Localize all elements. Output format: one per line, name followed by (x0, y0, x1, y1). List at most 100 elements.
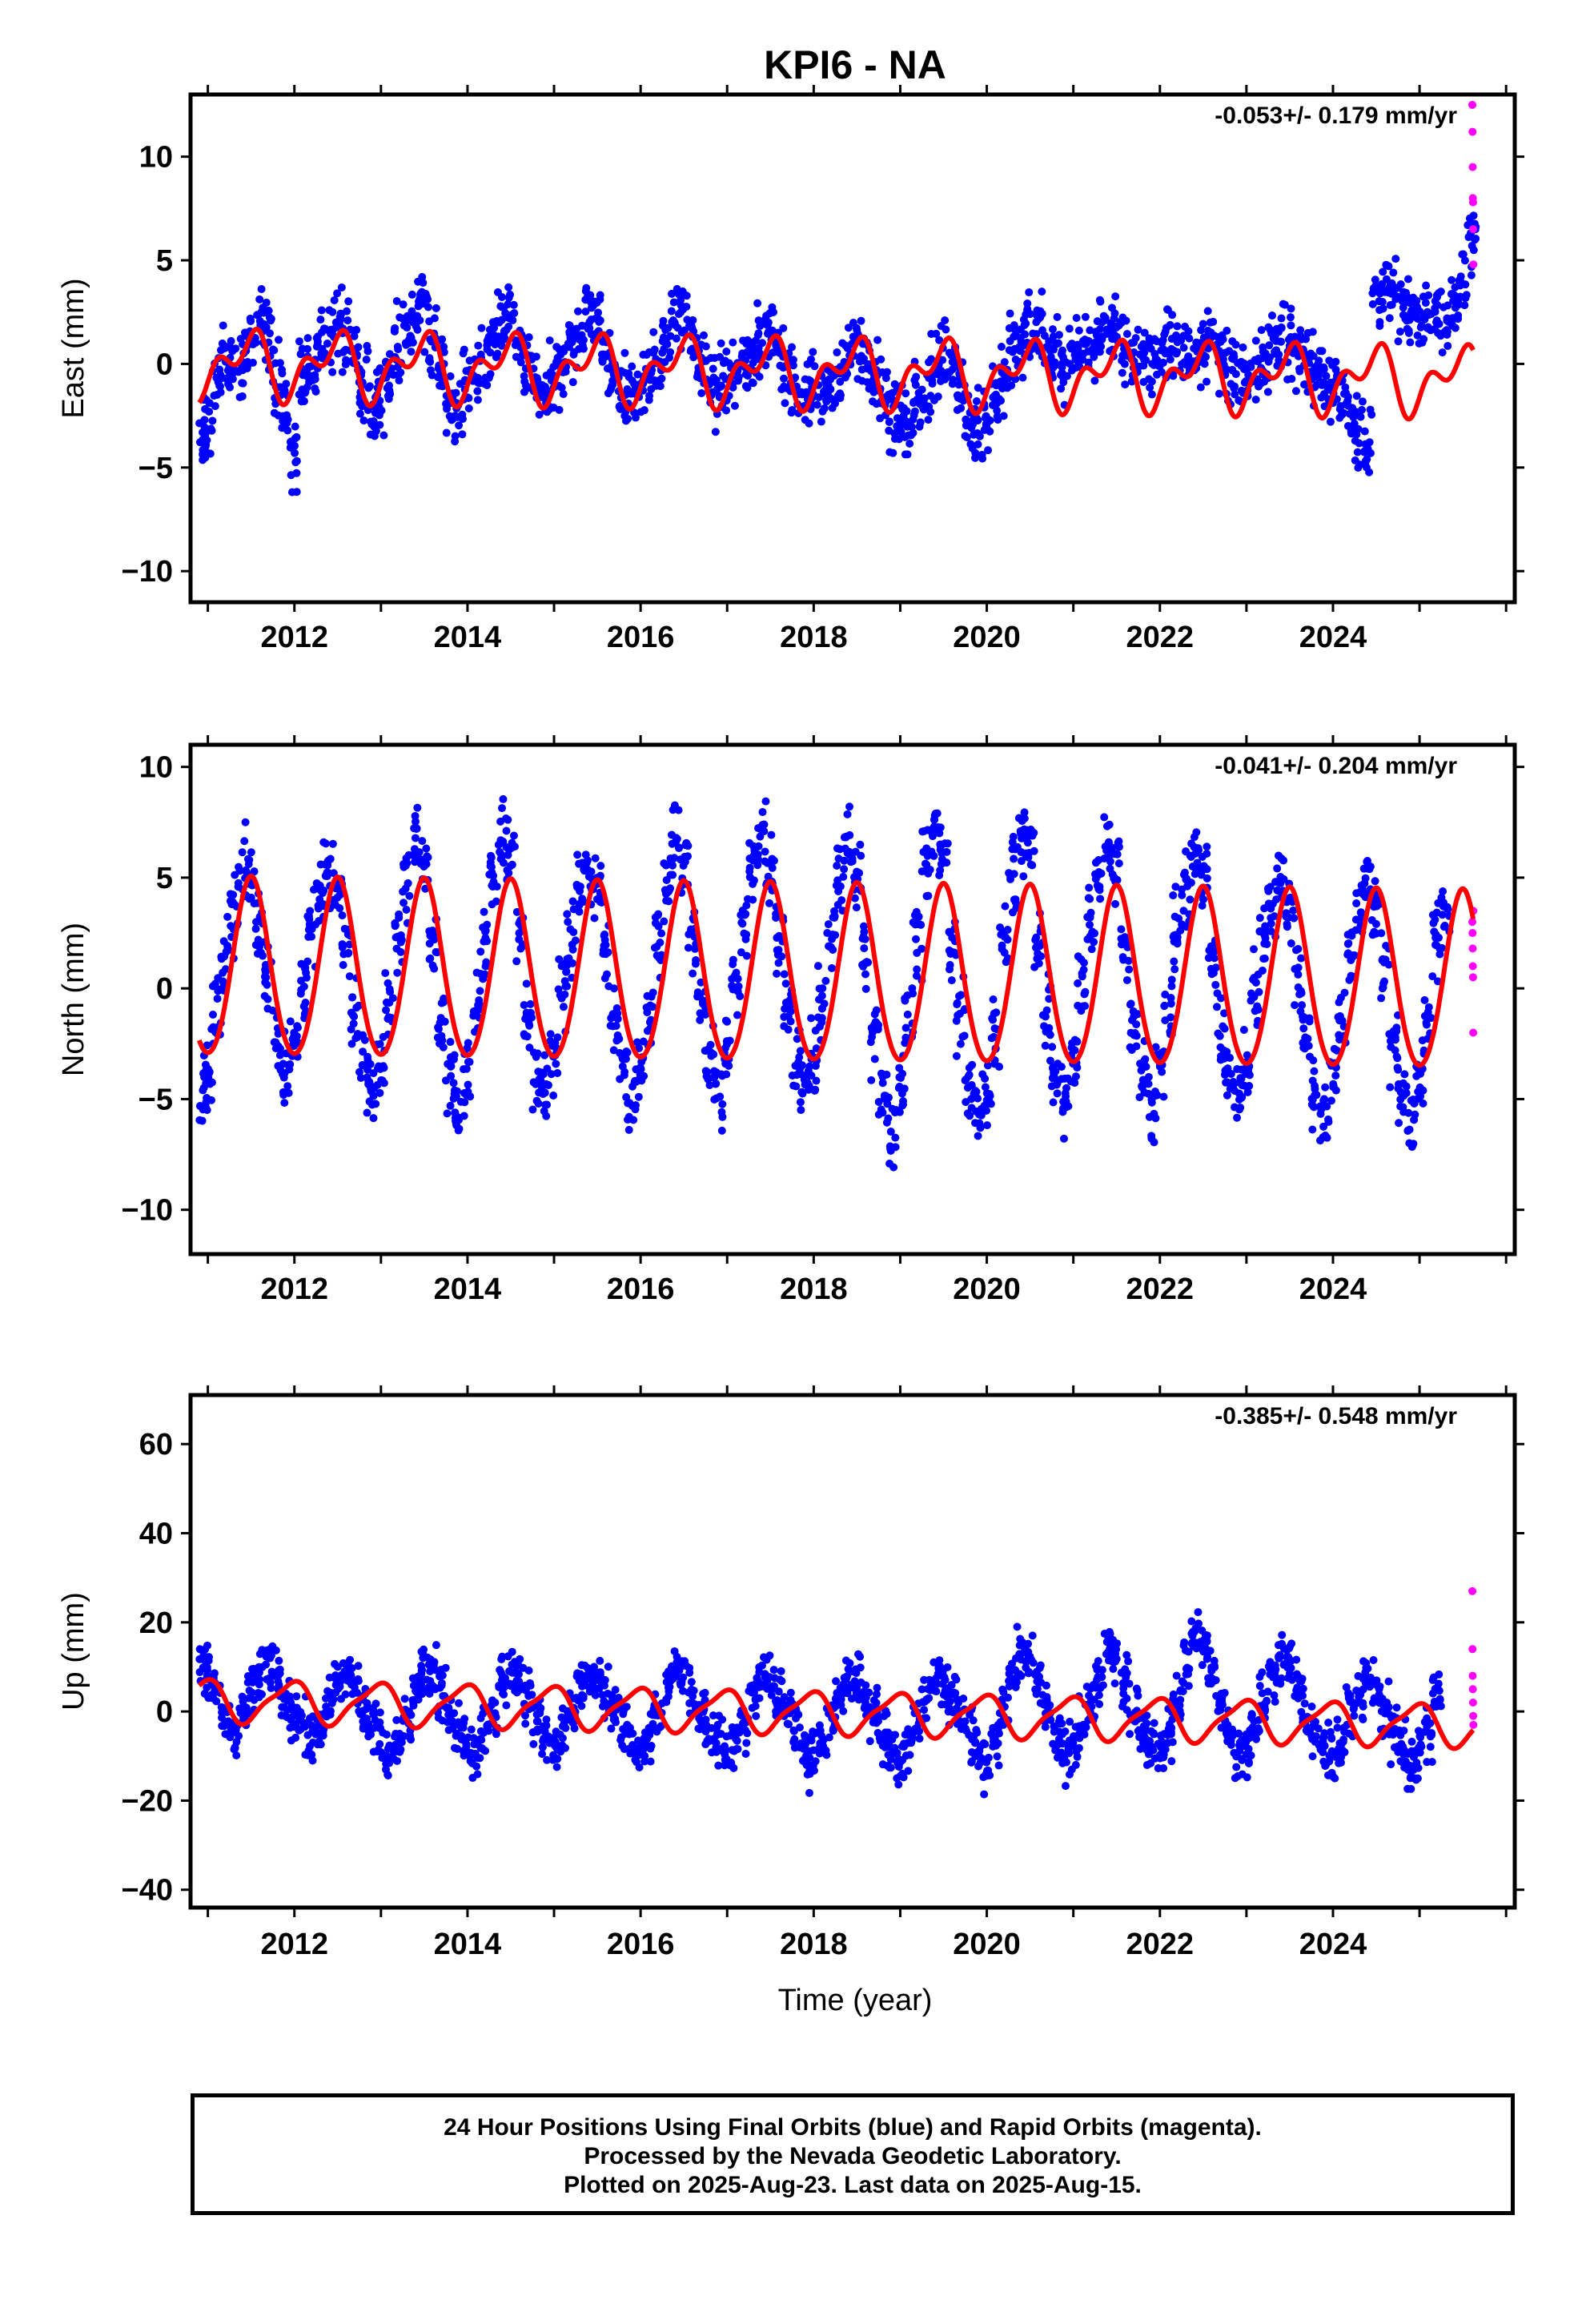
final-orbit-point (608, 380, 617, 389)
final-orbit-point (858, 960, 867, 969)
final-orbit-point (779, 324, 788, 332)
final-orbit-point (1404, 1108, 1413, 1117)
final-orbit-point (1032, 330, 1041, 339)
final-orbit-point (303, 1731, 312, 1739)
panels: 2012 2014 2016 2018 2020 2022 20241050−5−10Eas… (57, 0, 1524, 1961)
x-tick-label: 2016 (607, 621, 675, 654)
final-orbit-point (369, 1114, 378, 1123)
final-orbit-point (1452, 0, 1460, 4)
final-orbit-point (1309, 1056, 1318, 1065)
final-orbit-point (1387, 289, 1396, 298)
final-orbit-point (393, 1747, 402, 1755)
final-orbit-point (645, 392, 654, 400)
final-orbit-point (1351, 408, 1360, 416)
y-tick-label: −5 (139, 452, 173, 485)
final-orbit-point (891, 1133, 900, 1142)
final-orbit-point (885, 448, 894, 456)
final-orbit-point (1134, 325, 1142, 334)
final-orbit-point (563, 1707, 572, 1715)
final-orbit-point (952, 1016, 961, 1025)
final-orbit-point (1351, 915, 1360, 924)
final-orbit-point (1230, 384, 1239, 392)
final-orbit-point (279, 412, 287, 420)
final-orbit-point (1187, 839, 1196, 848)
final-orbit-point (1223, 1047, 1231, 1056)
final-orbit-point (817, 991, 826, 1000)
final-orbit-point (494, 840, 503, 849)
final-orbit-point (393, 968, 402, 977)
final-orbit-point (383, 1771, 392, 1780)
final-orbit-point (1078, 969, 1086, 978)
final-orbit-point (1057, 384, 1066, 393)
final-orbit-point (464, 394, 473, 403)
final-orbit-point (354, 1677, 363, 1686)
final-orbit-point (1166, 999, 1175, 1008)
final-orbit-point (1179, 344, 1188, 352)
final-orbit-point (241, 818, 250, 826)
final-orbit-point (1000, 358, 1009, 367)
final-orbit-point (882, 368, 891, 376)
final-orbit-point (781, 979, 790, 988)
final-orbit-point (718, 1100, 727, 1108)
final-orbit-point (226, 383, 235, 392)
final-orbit-point (1459, 0, 1467, 4)
final-orbit-point (901, 389, 910, 398)
final-orbit-point (1311, 1081, 1319, 1090)
final-orbit-point (532, 374, 541, 383)
y-tick-label: 0 (156, 348, 173, 381)
final-orbit-point (981, 413, 990, 422)
final-orbit-point (761, 797, 770, 806)
final-orbit-point (765, 858, 773, 867)
final-orbit-point (1398, 297, 1407, 306)
final-orbit-point (385, 999, 394, 1007)
final-orbit-point (817, 1004, 826, 1013)
final-orbit-point (204, 1656, 213, 1665)
x-tick-label: 2014 (434, 1928, 502, 1961)
final-orbit-point (1428, 972, 1437, 981)
final-orbit-point (1347, 954, 1356, 963)
final-orbit-point (895, 1082, 904, 1091)
final-orbit-point (1117, 925, 1126, 934)
final-orbit-point (342, 356, 351, 364)
final-orbit-point (360, 1035, 369, 1044)
final-orbit-point (486, 370, 495, 379)
final-orbit-point (316, 886, 325, 895)
final-orbit-point (815, 984, 824, 993)
final-orbit-point (275, 336, 283, 344)
final-orbit-point (568, 940, 576, 949)
final-orbit-point (572, 1693, 580, 1702)
final-orbit-point (270, 1038, 279, 1047)
final-orbit-point (830, 912, 839, 921)
final-orbit-point (406, 332, 415, 340)
final-orbit-point (201, 442, 210, 451)
final-orbit-point (1300, 1037, 1309, 1046)
final-orbit-point (506, 290, 515, 299)
plot-area (195, 0, 1478, 1172)
final-orbit-point (1411, 312, 1420, 320)
final-orbit-point (701, 1067, 710, 1076)
final-orbit-point (1275, 350, 1283, 359)
final-orbit-point (1147, 390, 1156, 399)
final-orbit-point (1454, 311, 1463, 320)
final-orbit-point (1176, 926, 1185, 935)
final-orbit-point (246, 314, 255, 323)
final-orbit-point (696, 1009, 705, 1018)
final-orbit-point (832, 881, 841, 890)
final-orbit-point (927, 355, 936, 364)
final-orbit-point (475, 1000, 484, 1009)
final-orbit-point (613, 1015, 622, 1023)
final-orbit-point (514, 1669, 523, 1678)
rapid-orbit-point (1468, 198, 1477, 207)
final-orbit-point (1117, 319, 1126, 328)
final-orbit-point (729, 338, 737, 347)
final-orbit-point (523, 1032, 532, 1041)
final-orbit-point (1238, 1081, 1247, 1090)
final-orbit-point (304, 1746, 313, 1755)
final-orbit-point (1449, 0, 1457, 4)
final-orbit-point (328, 368, 337, 376)
final-orbit-point (1077, 955, 1086, 963)
final-orbit-point (1257, 326, 1266, 335)
final-orbit-point (1294, 970, 1303, 979)
final-orbit-point (292, 1033, 301, 1042)
final-orbit-point (195, 1116, 204, 1124)
